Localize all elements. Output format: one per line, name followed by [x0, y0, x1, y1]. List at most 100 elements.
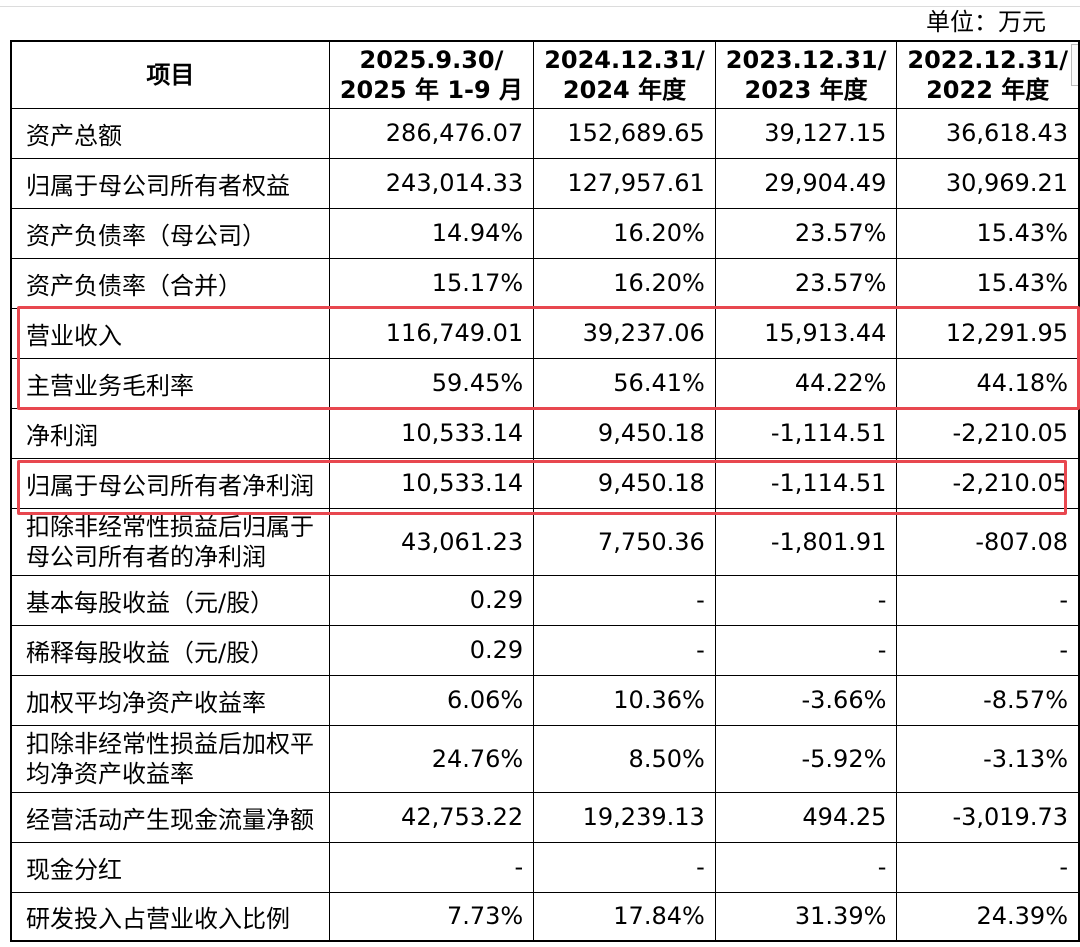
row-label: 经营活动产生现金流量净额	[10, 791, 330, 843]
row-label-line: 经营活动产生现金流量净额	[26, 805, 314, 834]
row-label-line: 加权平均净资产收益率	[26, 688, 266, 717]
value-cell: 39,127.15	[714, 107, 898, 159]
value-cell: 14.94%	[328, 207, 535, 259]
value-cell: -	[533, 841, 716, 893]
value-cell: 243,014.33	[328, 157, 535, 209]
unit-label: 单位：万元	[926, 8, 1046, 36]
value-cell: 127,957.61	[533, 157, 716, 209]
value-cell: 56.41%	[533, 357, 716, 409]
header-period-2025: 2025.9.30/ 2025 年 1-9 月	[328, 40, 535, 109]
value-cell: 6.06%	[328, 674, 535, 726]
row-label-line: 营业收入	[26, 321, 122, 350]
value-cell: 9,450.18	[533, 407, 716, 459]
header-period-2024-line1: 2024.12.31/	[544, 45, 705, 74]
table-row: 营业收入 116,749.01 39,237.06 15,913.44 12,291.9…	[10, 307, 1080, 359]
row-label: 稀释每股收益（元/股）	[10, 624, 330, 676]
value-cell: 17.84%	[533, 891, 716, 942]
value-cell: 116,749.01	[328, 307, 535, 359]
row-label-line: 资产总额	[26, 121, 122, 150]
header-period-2023: 2023.12.31/ 2023 年度	[714, 40, 898, 109]
header-period-2025-line1: 2025.9.30/	[359, 45, 504, 74]
value-cell: 286,476.07	[328, 107, 535, 159]
value-cell: 36,618.43	[896, 107, 1080, 159]
header-period-2023-line1: 2023.12.31/	[725, 45, 887, 74]
table-row: 经营活动产生现金流量净额 42,753.22 19,239.13 494.25 -3,0…	[10, 791, 1080, 843]
row-label: 归属于母公司所有者净利润	[10, 457, 330, 509]
value-cell: -8.57%	[896, 674, 1080, 726]
value-cell: -1,114.51	[714, 457, 898, 509]
value-cell: 8.50%	[533, 724, 716, 793]
value-cell: 24.39%	[896, 891, 1080, 942]
value-cell: 16.20%	[533, 257, 716, 309]
value-cell: 29,904.49	[714, 157, 898, 209]
value-cell: 43,061.23	[328, 507, 535, 576]
row-label: 现金分红	[10, 841, 330, 893]
table-row: 归属于母公司所有者净利润 10,533.14 9,450.18 -1,114.51 -2…	[10, 457, 1080, 509]
value-cell: -1,801.91	[714, 507, 898, 576]
value-cell: 31.39%	[714, 891, 898, 942]
row-label: 研发投入占营业收入比例	[10, 891, 330, 942]
value-cell: 19,239.13	[533, 791, 716, 843]
value-cell: 494.25	[714, 791, 898, 843]
row-label: 营业收入	[10, 307, 330, 359]
value-cell: 30,969.21	[896, 157, 1080, 209]
row-label-line: 现金分红	[26, 855, 122, 884]
row-label-line: 资产负债率（合并）	[26, 271, 242, 300]
header-period-2024: 2024.12.31/ 2024 年度	[533, 40, 716, 109]
header-row: 项目 2025.9.30/ 2025 年 1-9 月 2024.12.31/ 2…	[10, 40, 1080, 109]
row-label: 扣除非经常性损益后归属于 母公司所有者的净利润	[10, 507, 330, 576]
value-cell: -807.08	[896, 507, 1080, 576]
value-cell: -	[896, 624, 1080, 676]
value-cell: -1,114.51	[714, 407, 898, 459]
value-cell: -3.66%	[714, 674, 898, 726]
row-label: 净利润	[10, 407, 330, 459]
table-row: 加权平均净资产收益率 6.06% 10.36% -3.66% -8.57%	[10, 674, 1080, 726]
value-cell: -	[896, 841, 1080, 893]
value-cell: 23.57%	[714, 257, 898, 309]
financial-table: 项目 2025.9.30/ 2025 年 1-9 月 2024.12.31/ 2…	[10, 40, 1080, 942]
value-cell: 9,450.18	[533, 457, 716, 509]
row-label: 基本每股收益（元/股）	[10, 574, 330, 626]
table-row: 净利润 10,533.14 9,450.18 -1,114.51 -2,210.05	[10, 407, 1080, 459]
value-cell: 15.43%	[896, 257, 1080, 309]
table-row: 主营业务毛利率 59.45% 56.41% 44.22% 44.18%	[10, 357, 1080, 409]
header-period-2022: 2022.12.31/ 2022 年度	[896, 40, 1080, 109]
table-row: 扣除非经常性损益后加权平 均净资产收益率 24.76% 8.50% -5.92% -3.1…	[10, 724, 1080, 793]
value-cell: 7,750.36	[533, 507, 716, 576]
row-label: 资产负债率（母公司）	[10, 207, 330, 259]
value-cell: 42,753.22	[328, 791, 535, 843]
value-cell: -	[896, 574, 1080, 626]
row-label-line: 扣除非经常性损益后加权平	[26, 729, 314, 758]
row-label: 加权平均净资产收益率	[10, 674, 330, 726]
table-row: 资产负债率（合并） 15.17% 16.20% 23.57% 15.43%	[10, 257, 1080, 309]
value-cell: 44.22%	[714, 357, 898, 409]
table-row: 资产负债率（母公司） 14.94% 16.20% 23.57% 15.43%	[10, 207, 1080, 259]
header-period-2022-line2: 2022 年度	[926, 75, 1050, 104]
value-cell: -	[533, 624, 716, 676]
value-cell: 15.43%	[896, 207, 1080, 259]
table-row: 现金分红 - - - -	[10, 841, 1080, 893]
value-cell: 59.45%	[328, 357, 535, 409]
row-label: 扣除非经常性损益后加权平 均净资产收益率	[10, 724, 330, 793]
row-label-line: 母公司所有者的净利润	[26, 542, 266, 571]
table-row: 研发投入占营业收入比例 7.73% 17.84% 31.39% 24.39%	[10, 891, 1080, 942]
value-cell: 16.20%	[533, 207, 716, 259]
value-cell: 15.17%	[328, 257, 535, 309]
row-label-line: 稀释每股收益（元/股）	[26, 638, 275, 667]
row-label-line: 扣除非经常性损益后归属于	[26, 512, 314, 541]
value-cell: 10.36%	[533, 674, 716, 726]
row-label: 资产负债率（合并）	[10, 257, 330, 309]
header-period-2022-line1: 2022.12.31/	[907, 45, 1068, 74]
table-row: 资产总额 286,476.07 152,689.65 39,127.15 36,618.…	[10, 107, 1080, 159]
table-row: 扣除非经常性损益后归属于 母公司所有者的净利润 43,061.23 7,750.36-…	[10, 507, 1080, 576]
row-label: 归属于母公司所有者权益	[10, 157, 330, 209]
value-cell: 7.73%	[328, 891, 535, 942]
row-label-line: 归属于母公司所有者净利润	[26, 471, 314, 500]
value-cell: -3.13%	[896, 724, 1080, 793]
row-label-line: 净利润	[26, 421, 98, 450]
value-cell: -	[714, 624, 898, 676]
table-row: 稀释每股收益（元/股） 0.29- - -	[10, 624, 1080, 676]
value-cell: 24.76%	[328, 724, 535, 793]
value-cell: 10,533.14	[328, 457, 535, 509]
row-label-line: 主营业务毛利率	[26, 371, 194, 400]
